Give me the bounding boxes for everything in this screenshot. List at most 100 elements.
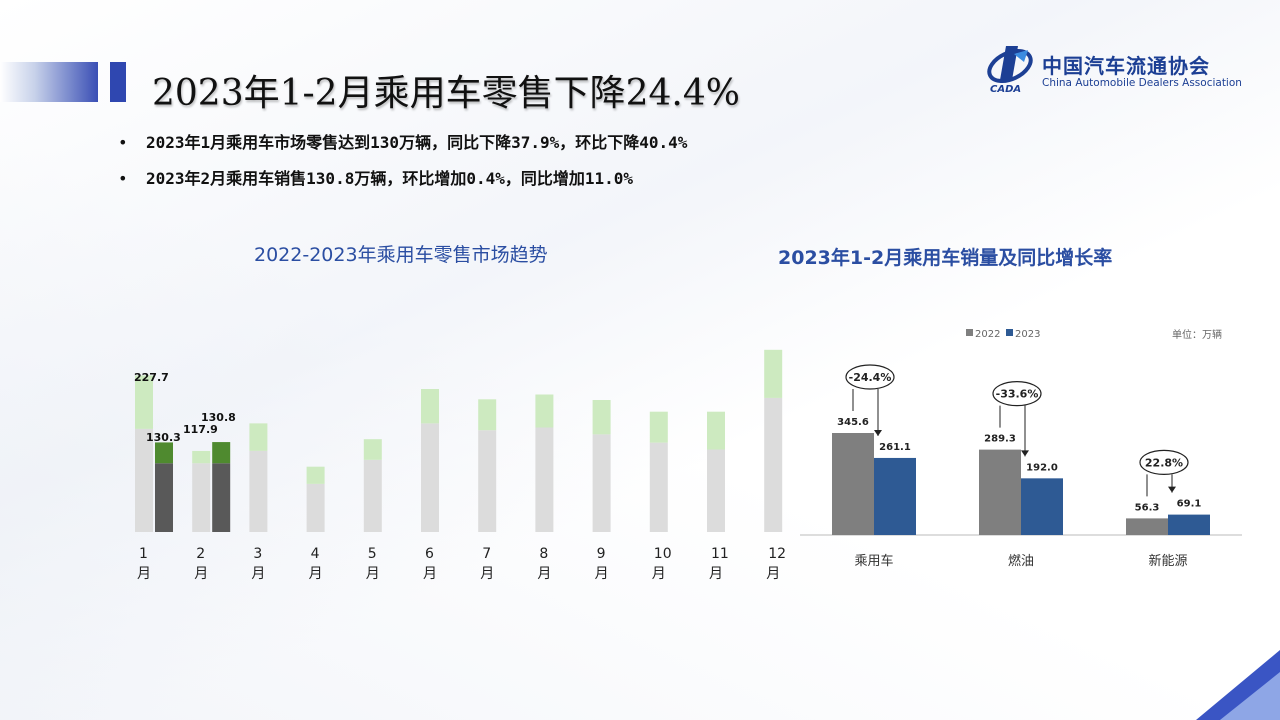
- category-label: 新能源: [1148, 553, 1187, 569]
- x-tick-label-unit: 月: [251, 566, 265, 582]
- bullet-symbol: •: [118, 169, 128, 188]
- growth-arrow-head: [1168, 486, 1176, 493]
- bar-2022-base: [306, 483, 325, 532]
- legend-swatch-2023: [1006, 329, 1013, 336]
- x-tick-label: 10: [654, 546, 672, 562]
- category-label: 乘用车: [854, 553, 893, 569]
- bar-2023: [1168, 514, 1210, 535]
- logo-english-name: China Automobile Dealers Association: [1042, 77, 1242, 89]
- bar-2022-base: [421, 423, 439, 532]
- growth-arrow-head: [874, 429, 882, 436]
- bar-2022-base: [649, 442, 668, 532]
- growth-label: -24.4%: [849, 371, 892, 384]
- bullet-text: 2023年2月乘用车销售130.8万辆，环比增加0.4%，同比增加11.0%: [146, 169, 634, 188]
- bar-2023: [1021, 478, 1063, 535]
- bar-2022: [1126, 518, 1168, 535]
- bullet-list: • 2023年1月乘用车市场零售达到130万辆，同比下降37.9%，环比下降40.…: [118, 130, 687, 202]
- slide-title: 2023年1-2月乘用车零售下降24.4%: [152, 73, 740, 114]
- x-tick-label: 4: [311, 546, 320, 562]
- value-label-2022: 345.6: [837, 417, 869, 428]
- bullet-item: • 2023年1月乘用车市场零售达到130万辆，同比下降37.9%，环比下降40.…: [118, 130, 687, 166]
- x-tick-label-unit: 月: [766, 566, 780, 582]
- x-tick-label: 6: [425, 546, 434, 562]
- legend-label-2022: 2022: [975, 329, 1000, 340]
- logo-name: 中国汽车流通协会: [1042, 54, 1210, 78]
- bar-2022-base: [192, 463, 211, 532]
- x-tick-label-unit: 月: [709, 566, 723, 582]
- bar-2022-top: [192, 450, 211, 464]
- x-tick-label-unit: 月: [480, 566, 494, 582]
- bar-2022-top: [306, 466, 325, 484]
- data-label-2022-feb: 117.9: [183, 423, 218, 436]
- value-label-2023: 69.1: [1177, 499, 1202, 510]
- growth-label: -33.6%: [996, 388, 1039, 401]
- value-label-2022: 56.3: [1135, 502, 1160, 513]
- bar-2022-top: [764, 349, 783, 398]
- growth-bubble: [845, 364, 895, 390]
- bar-2022: [832, 433, 874, 535]
- x-tick-label-unit: 月: [595, 566, 609, 582]
- growth-bubble: [1139, 449, 1189, 475]
- x-tick-label: 2: [196, 546, 205, 562]
- bar-2022-top: [135, 375, 153, 429]
- bar-2022-top: [707, 411, 725, 450]
- data-label-2022-jan: 227.7: [134, 371, 169, 384]
- bar-2022-base: [535, 427, 554, 532]
- bullet-item: • 2023年2月乘用车销售130.8万辆，环比增加0.4%，同比增加11.0%: [118, 166, 687, 202]
- logo-mark-text: CADA: [990, 84, 1021, 95]
- bar-2022-base: [592, 434, 611, 532]
- bar-2022-top: [535, 394, 554, 428]
- x-tick-label-unit: 月: [537, 566, 551, 582]
- x-tick-label: 3: [253, 546, 262, 562]
- growth-label: 22.8%: [1145, 456, 1183, 469]
- sales-chart-title: 2023年1-2月乘用车销量及同比增长率: [778, 247, 1113, 269]
- growth-arrow-head: [1021, 450, 1029, 457]
- bar-2022-top: [592, 400, 611, 435]
- bar-2022-base: [707, 449, 725, 532]
- bar-2023: [874, 457, 916, 535]
- bar-2023-top: [212, 442, 231, 464]
- unit-label: 单位：万辆: [1172, 328, 1222, 341]
- corner-decor-light: [1220, 672, 1280, 720]
- bar-2022: [979, 449, 1021, 535]
- bar-2022-base: [249, 450, 268, 532]
- bar-2022-base: [135, 428, 153, 532]
- value-label-2022: 289.3: [984, 434, 1016, 445]
- bar-2022-base: [363, 459, 382, 532]
- trend-chart-title: 2022-2023年乘用车零售市场趋势: [254, 244, 548, 266]
- data-label-2023-jan: 130.3: [146, 431, 181, 444]
- title-accent-block: [110, 62, 126, 102]
- cada-emblem-icon: CADA: [987, 46, 1033, 95]
- value-label-2023: 192.0: [1026, 462, 1058, 473]
- legend-swatch-2022: [966, 329, 973, 336]
- x-tick-label: 8: [539, 546, 548, 562]
- bar-2023-top: [155, 442, 173, 464]
- bar-2022-top: [249, 423, 268, 451]
- category-label: 燃油: [1008, 553, 1034, 569]
- x-tick-label-unit: 月: [652, 566, 666, 582]
- data-label-2023-feb: 130.8: [201, 411, 236, 424]
- bar-2022-base: [764, 397, 783, 532]
- value-label-2023: 261.1: [879, 442, 911, 453]
- bar-2023-base: [212, 463, 231, 532]
- x-tick-label-unit: 月: [137, 566, 151, 582]
- cada-logo: CADA 中国汽车流通协会 China Automobile Dealers A…: [984, 40, 1244, 96]
- x-tick-label-unit: 月: [194, 566, 208, 582]
- bar-2022-top: [478, 399, 497, 431]
- x-tick-label: 1: [139, 546, 148, 562]
- bar-2022-base: [478, 430, 497, 532]
- x-tick-label: 5: [368, 546, 377, 562]
- bullet-symbol: •: [118, 133, 128, 152]
- bar-2022-top: [421, 389, 439, 424]
- bar-2023-base: [155, 463, 173, 532]
- legend-label-2023: 2023: [1015, 329, 1040, 340]
- x-tick-label-unit: 月: [423, 566, 437, 582]
- growth-bubble: [992, 381, 1042, 407]
- bar-2022-top: [363, 439, 382, 460]
- x-tick-label: 9: [597, 546, 606, 562]
- x-tick-label: 12: [768, 546, 786, 562]
- title-decor-bar: [0, 62, 98, 102]
- x-tick-label: 7: [482, 546, 491, 562]
